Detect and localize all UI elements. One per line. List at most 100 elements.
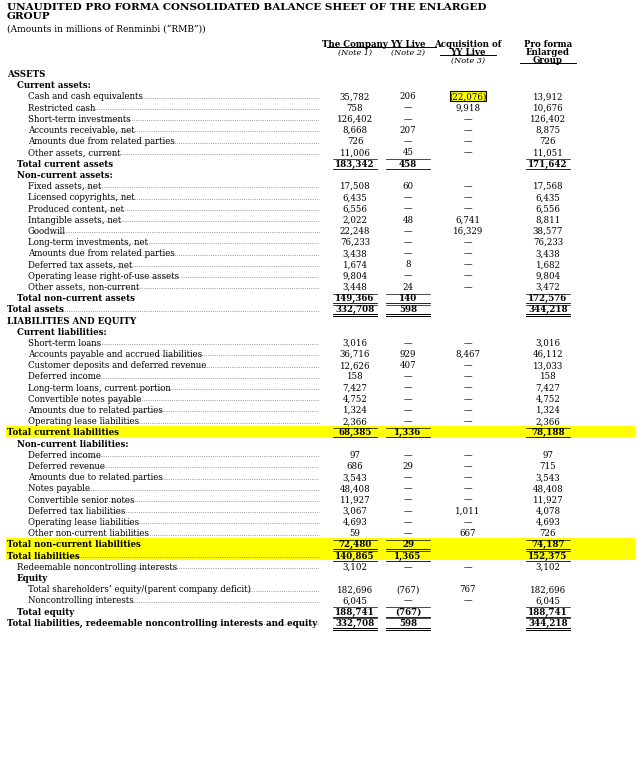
- Bar: [450, 91, 486, 100]
- Text: Current liabilities:: Current liabilities:: [17, 328, 107, 337]
- Text: 97: 97: [349, 451, 360, 460]
- Text: Total current assets: Total current assets: [17, 160, 113, 168]
- Text: 6,556: 6,556: [342, 204, 367, 213]
- Text: (767): (767): [396, 585, 420, 594]
- Text: 6,435: 6,435: [536, 193, 561, 203]
- Text: Acquisition of: Acquisition of: [435, 40, 502, 49]
- Text: —: —: [404, 339, 412, 347]
- Text: 76,233: 76,233: [340, 238, 370, 247]
- Text: 7,427: 7,427: [342, 383, 367, 393]
- Text: 182,696: 182,696: [530, 585, 566, 594]
- Text: Non-current assets:: Non-current assets:: [17, 171, 113, 180]
- Text: —: —: [464, 115, 472, 124]
- Text: 149,366: 149,366: [335, 294, 374, 303]
- Text: 6,556: 6,556: [536, 204, 561, 213]
- Text: 332,708: 332,708: [335, 619, 374, 628]
- Text: 3,102: 3,102: [536, 562, 561, 572]
- Text: (Note 3): (Note 3): [451, 57, 485, 65]
- Text: —: —: [464, 495, 472, 505]
- Text: 29: 29: [403, 462, 413, 471]
- Text: —: —: [404, 495, 412, 505]
- Text: 59: 59: [349, 529, 360, 538]
- Text: —: —: [464, 451, 472, 460]
- Text: 2,022: 2,022: [342, 216, 367, 224]
- Text: Deferred income: Deferred income: [28, 451, 101, 460]
- Text: 598: 598: [399, 305, 417, 314]
- Text: 3,067: 3,067: [342, 507, 367, 516]
- Text: (Note 1): (Note 1): [338, 48, 372, 57]
- Text: —: —: [404, 529, 412, 538]
- Text: 758: 758: [347, 104, 364, 113]
- Text: 344,218: 344,218: [528, 305, 568, 314]
- Text: 158: 158: [540, 372, 556, 382]
- Text: 4,752: 4,752: [342, 395, 367, 404]
- Text: 667: 667: [460, 529, 476, 538]
- Text: —: —: [404, 485, 412, 493]
- Text: 1,324: 1,324: [342, 406, 367, 415]
- Text: 6,045: 6,045: [342, 597, 367, 605]
- Text: 11,927: 11,927: [532, 495, 563, 505]
- Text: 726: 726: [540, 529, 556, 538]
- Text: UNAUDITED PRO FORMA CONSOLIDATED BALANCE SHEET OF THE ENLARGED: UNAUDITED PRO FORMA CONSOLIDATED BALANCE…: [7, 3, 486, 12]
- Text: —: —: [464, 597, 472, 605]
- Text: Amounts due to related parties: Amounts due to related parties: [28, 473, 163, 482]
- Text: Total liabilities, redeemable noncontrolling interests and equity: Total liabilities, redeemable noncontrol…: [7, 619, 317, 628]
- Text: —: —: [464, 462, 472, 471]
- Text: 3,016: 3,016: [342, 339, 367, 347]
- Text: 16,329: 16,329: [453, 227, 483, 236]
- Text: 4,693: 4,693: [536, 518, 561, 527]
- Text: 207: 207: [400, 126, 416, 135]
- Text: 8,811: 8,811: [535, 216, 561, 224]
- Text: —: —: [464, 518, 472, 527]
- Text: Total non-current assets: Total non-current assets: [17, 294, 135, 303]
- Text: Total liabilities: Total liabilities: [7, 552, 80, 561]
- Bar: [6, 538, 635, 549]
- Text: 8,467: 8,467: [456, 350, 481, 359]
- Text: 38,577: 38,577: [533, 227, 563, 236]
- Text: —: —: [464, 149, 472, 157]
- Text: 13,033: 13,033: [533, 361, 563, 370]
- Text: Pro forma: Pro forma: [524, 40, 572, 49]
- Text: Other assets, non-current: Other assets, non-current: [28, 283, 140, 292]
- Text: —: —: [404, 272, 412, 280]
- Text: 97: 97: [543, 451, 554, 460]
- Text: Redeemable noncontrolling interests: Redeemable noncontrolling interests: [17, 562, 177, 572]
- Text: Produced content, net: Produced content, net: [28, 204, 124, 213]
- Text: 171,642: 171,642: [528, 160, 568, 168]
- Text: 598: 598: [399, 619, 417, 628]
- Text: Fixed assets, net: Fixed assets, net: [28, 182, 101, 191]
- Text: —: —: [464, 372, 472, 382]
- Text: 35,782: 35,782: [340, 93, 370, 101]
- Text: 158: 158: [347, 372, 364, 382]
- Text: 60: 60: [403, 182, 413, 191]
- Text: Cash and cash equivalents: Cash and cash equivalents: [28, 93, 143, 101]
- Text: 45: 45: [403, 149, 413, 157]
- Text: —: —: [464, 249, 472, 258]
- Text: 4,078: 4,078: [536, 507, 561, 516]
- Text: —: —: [464, 272, 472, 280]
- Text: 9,804: 9,804: [342, 272, 367, 280]
- Text: —: —: [404, 473, 412, 482]
- Text: 344,218: 344,218: [528, 619, 568, 628]
- Text: 6,435: 6,435: [342, 193, 367, 203]
- Text: 140: 140: [399, 294, 417, 303]
- Text: 8,668: 8,668: [342, 126, 367, 135]
- Text: Total shareholders’ equity/(parent company deficit): Total shareholders’ equity/(parent compa…: [28, 585, 251, 594]
- Text: —: —: [404, 418, 412, 426]
- Text: Deferred income: Deferred income: [28, 372, 101, 382]
- Text: 12,626: 12,626: [340, 361, 371, 370]
- Text: 458: 458: [399, 160, 417, 168]
- Text: Group: Group: [533, 56, 563, 65]
- Text: Operating lease liabilities: Operating lease liabilities: [28, 518, 139, 527]
- Text: 3,543: 3,543: [536, 473, 560, 482]
- Text: —: —: [464, 361, 472, 370]
- Text: Long-term loans, current portion: Long-term loans, current portion: [28, 383, 171, 393]
- Text: —: —: [464, 383, 472, 393]
- Bar: [6, 549, 635, 560]
- Text: Total current liabilities: Total current liabilities: [7, 428, 119, 437]
- Text: Intangible assets, net: Intangible assets, net: [28, 216, 121, 224]
- Text: 332,708: 332,708: [335, 305, 374, 314]
- Text: 11,927: 11,927: [340, 495, 371, 505]
- Text: The Company: The Company: [322, 40, 388, 49]
- Text: —: —: [404, 115, 412, 124]
